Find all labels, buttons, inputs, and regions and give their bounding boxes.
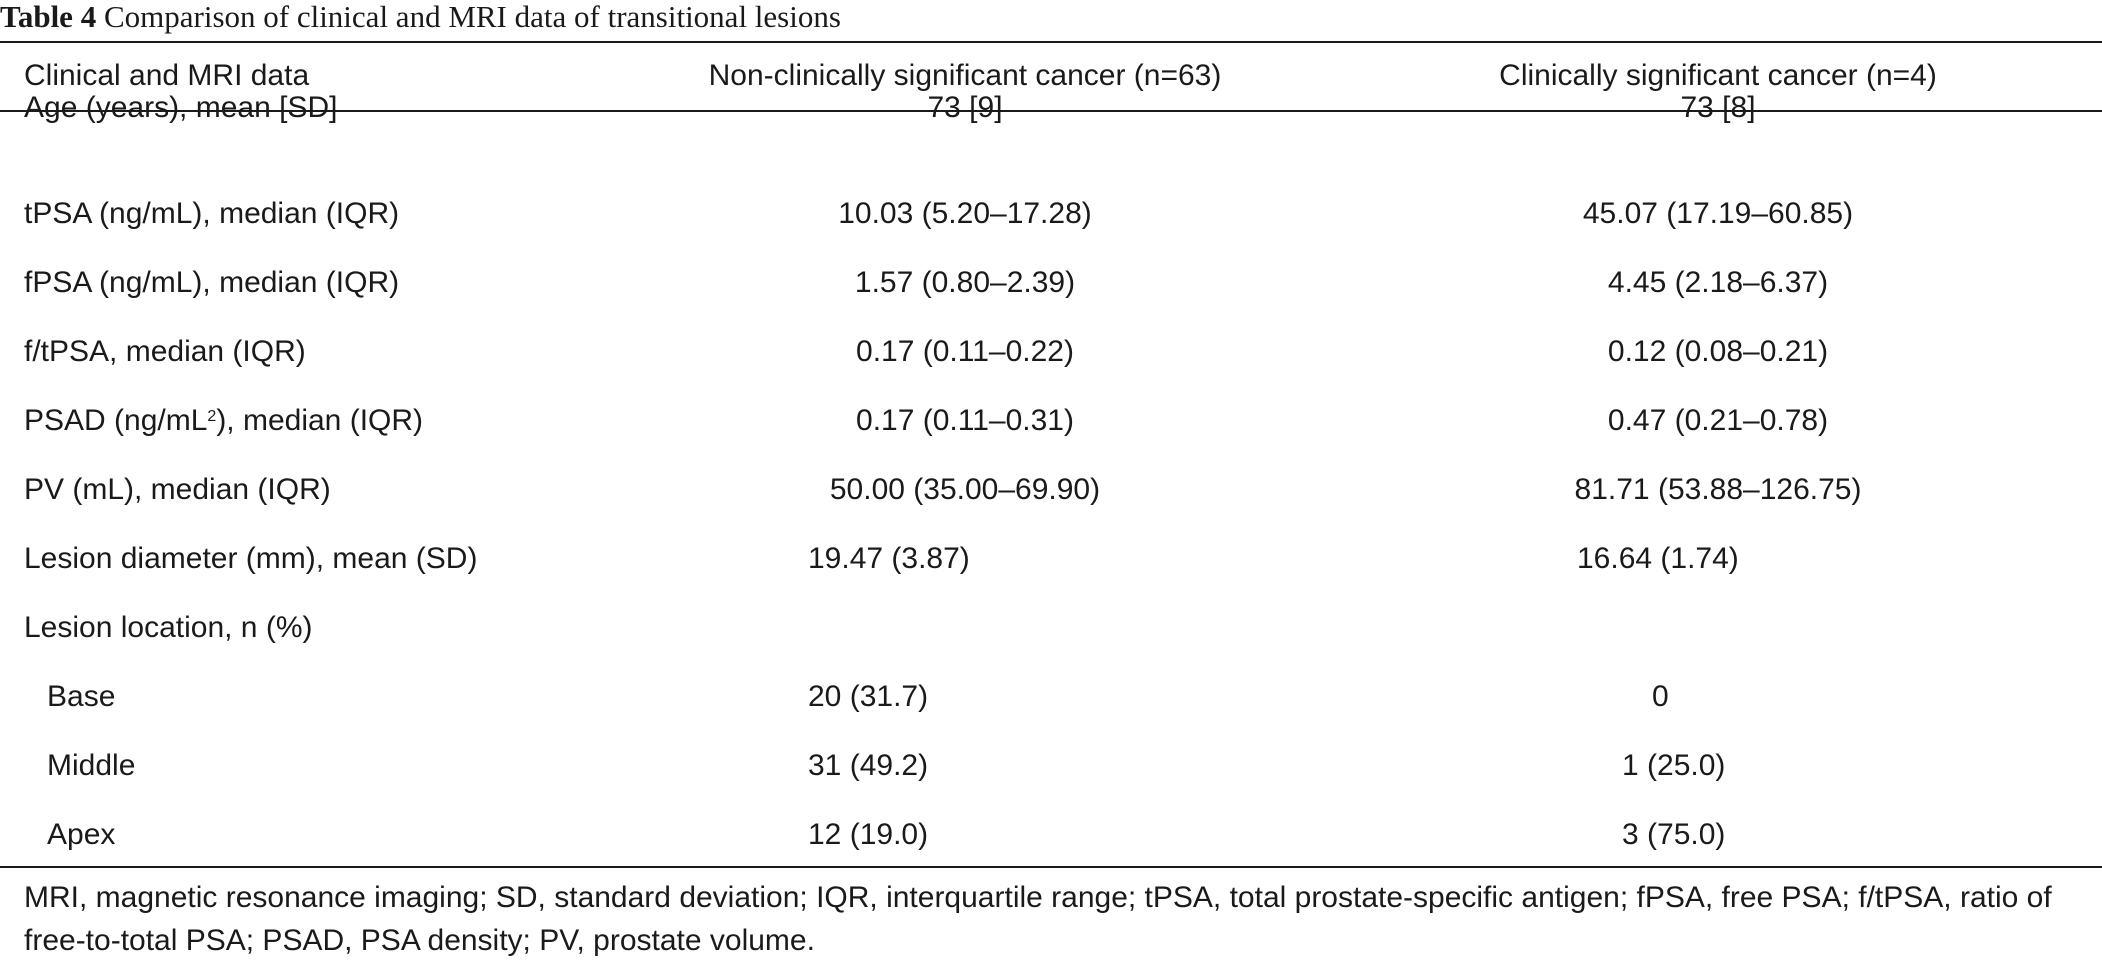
header-clinically-significant: Clinically significant cancer (n=4) [1499,59,1937,92]
table-bottom-rule [0,866,2102,868]
row-label-lesion-diameter: Lesion diameter (mm), mean (SD) [24,542,478,575]
cell-middle-csc: 1 (25.0) [1622,749,1726,782]
row-label-psad-pre: PSAD (ng/mL [24,404,208,437]
cell-tpsa-non-csc: 10.03 (5.20–17.28) [838,197,1092,230]
row-label-psad: PSAD (ng/mL2), median (IQR) [24,403,423,439]
cell-psad-csc: 0.47 (0.21–0.78) [1607,404,1829,437]
row-label-middle: Middle [47,749,136,782]
cell-apex-non-csc: 12 (19.0) [808,818,929,851]
cell-lesion-diameter-non-csc: 19.47 (3.87) [808,542,970,575]
cell-lesion-diameter-csc: 16.64 (1.74) [1577,542,1739,575]
row-label-apex: Apex [47,818,116,851]
table-header-rule [0,110,2102,112]
cell-base-csc: 0 [1652,680,1669,713]
cell-psad-non-csc: 0.17 (0.11–0.31) [856,404,1074,437]
cell-age-non-csc: 73 [9] [927,91,1003,124]
row-label-psad-post: ), median (IQR) [216,404,424,437]
header-non-clinically-significant: Non-clinically significant cancer (n=63) [708,59,1222,92]
table-top-rule [0,41,2102,43]
cell-fpsa-non-csc: 1.57 (0.80–2.39) [854,266,1076,299]
row-label-base: Base [47,680,116,713]
table-footnote: MRI, magnetic resonance imaging; SD, sta… [24,881,2052,957]
cell-fpsa-csc: 4.45 (2.18–6.37) [1607,266,1829,299]
row-label-tpsa: tPSA (ng/mL), median (IQR) [24,197,400,230]
cell-ftpsa-non-csc: 0.17 (0.11–0.22) [856,335,1074,368]
table-caption-text: Comparison of clinical and MRI data of t… [103,0,841,34]
cell-tpsa-csc: 45.07 (17.19–60.85) [1582,197,1854,230]
cell-apex-csc: 3 (75.0) [1622,818,1726,851]
table-caption: Table 4 Comparison of clinical and MRI d… [0,0,841,38]
header-clinical-mri-data: Clinical and MRI data [24,59,310,92]
table-caption-label: Table 4 [0,0,97,34]
cell-base-non-csc: 20 (31.7) [808,680,929,713]
row-label-ftpsa: f/tPSA, median (IQR) [24,335,306,368]
cell-ftpsa-csc: 0.12 (0.08–0.21) [1607,335,1829,368]
row-label-pv: PV (mL), median (IQR) [24,473,331,506]
row-label-age: Age (years), mean [SD] [24,91,338,124]
row-label-fpsa: fPSA (ng/mL), median (IQR) [24,266,400,299]
row-label-psad-superscript: 2 [207,408,217,425]
cell-pv-non-csc: 50.00 (35.00–69.90) [829,473,1101,506]
cell-middle-non-csc: 31 (49.2) [808,749,929,782]
row-label-lesion-location: Lesion location, n (%) [24,611,313,644]
cell-pv-csc: 81.71 (53.88–126.75) [1574,473,1862,506]
cell-age-csc: 73 [8] [1680,91,1756,124]
